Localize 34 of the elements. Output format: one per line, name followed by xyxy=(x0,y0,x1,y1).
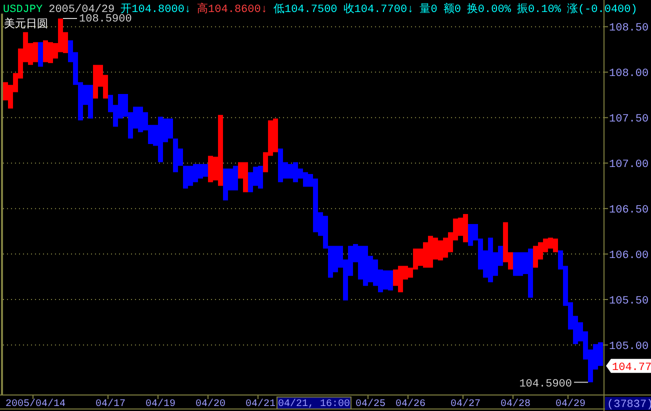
text: 涨(-0.0400) xyxy=(566,3,638,16)
x-tick-label: 04/20 xyxy=(195,398,226,410)
x-tick-label: 04/17 xyxy=(95,398,126,410)
x-tick-label: 04/26 xyxy=(395,398,426,410)
annotation: 104.5900 xyxy=(519,378,572,390)
x-tick-label: 04/25 xyxy=(355,398,386,410)
x-tick-label: 04/29 xyxy=(555,398,586,410)
x-tick-label: 04/21 xyxy=(245,398,276,410)
text: 04/21, 16:00 xyxy=(278,398,350,410)
x-tick-label: 04/27 xyxy=(450,398,481,410)
text: 额0 xyxy=(443,2,461,16)
annotation: 108.5900 xyxy=(79,14,132,26)
text: 104.77 xyxy=(612,362,651,374)
chart-title: 美元日圆 xyxy=(4,17,48,31)
bar xyxy=(38,42,43,67)
y-tick-label: 105.00 xyxy=(609,340,649,353)
y-tick-label: 107.00 xyxy=(609,159,649,172)
text: 收104.7700↓ xyxy=(343,3,414,16)
text: (37837) xyxy=(607,399,651,411)
y-tick-label: 108.00 xyxy=(609,68,649,80)
x-tick-label: 04/28 xyxy=(500,398,531,410)
y-tick-label: 106.00 xyxy=(609,250,649,262)
text: 量0 xyxy=(420,3,438,16)
y-tick-label: 106.50 xyxy=(609,204,649,217)
text: 低104.7500 xyxy=(273,3,338,16)
text: 振0.10% xyxy=(516,3,562,16)
text: 高104.8600↓ xyxy=(197,2,268,16)
text: USDJPY xyxy=(3,4,44,16)
y-tick-label: 105.50 xyxy=(609,296,649,308)
x-tick-label: 2005/04/14 xyxy=(5,398,66,410)
x-tick-label: 04/19 xyxy=(145,398,176,410)
y-tick-label: 107.50 xyxy=(609,114,649,126)
y-tick-label: 108.50 xyxy=(609,22,649,35)
text: 换0.00% xyxy=(466,3,512,16)
